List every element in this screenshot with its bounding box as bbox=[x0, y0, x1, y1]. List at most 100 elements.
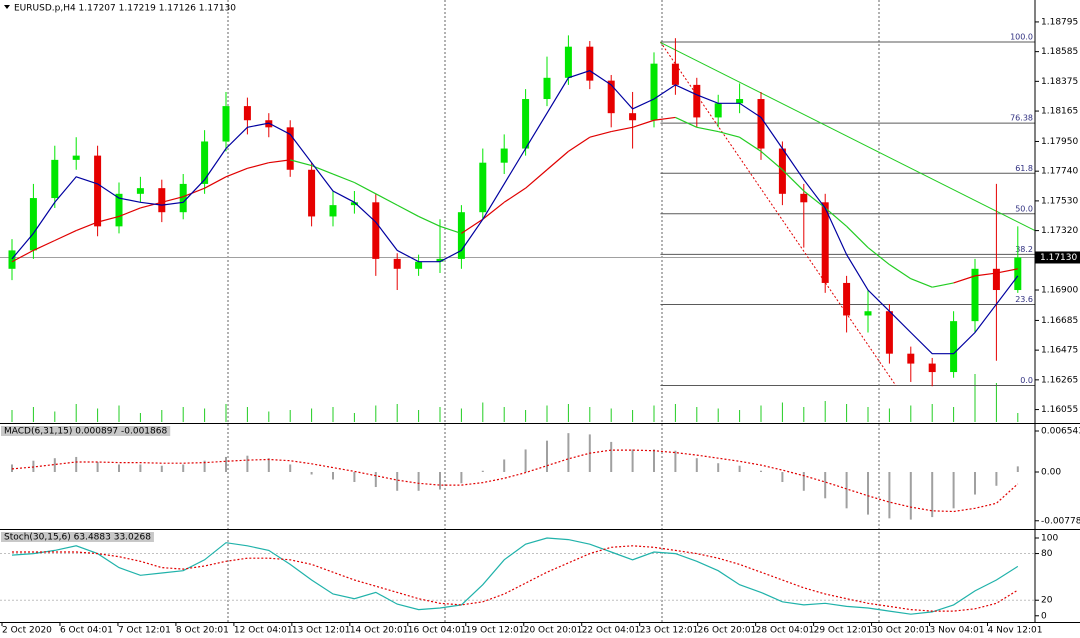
candle-body bbox=[436, 258, 444, 262]
y-tick-label: 1.18165 bbox=[1041, 107, 1078, 117]
x-tick-label: 3 Nov 04:01 bbox=[930, 626, 985, 636]
candle-body bbox=[179, 183, 187, 213]
candle-body bbox=[201, 141, 209, 184]
ma-slow-segment bbox=[54, 230, 77, 242]
ma-slow-segment bbox=[568, 136, 591, 152]
ma-slow-segment bbox=[525, 169, 548, 189]
fib-label: 76.38 bbox=[1010, 114, 1033, 123]
x-tick-label: 22 Oct 04:01 bbox=[582, 626, 641, 636]
indicator-label: MACD(6,31,15) 0.000897 -0.001868 bbox=[4, 427, 167, 437]
menu-arrow[interactable] bbox=[4, 5, 10, 9]
y-tick-label: 1.16900 bbox=[1041, 286, 1078, 296]
candle-body bbox=[821, 202, 829, 283]
y-tick-label: 1.18795 bbox=[1041, 17, 1078, 27]
candle-body bbox=[72, 155, 80, 160]
x-tick-label: 14 Oct 20:01 bbox=[350, 626, 409, 636]
x-tick-label: 16 Oct 04:01 bbox=[408, 626, 467, 636]
candle-body bbox=[864, 311, 872, 316]
ma-slow-segment bbox=[953, 275, 976, 284]
candle-body bbox=[607, 80, 615, 114]
x-tick-label: 23 Oct 12:01 bbox=[640, 626, 699, 636]
ma-slow-segment bbox=[803, 190, 826, 209]
ma-slow-segment bbox=[696, 126, 719, 133]
candle-body bbox=[51, 159, 59, 199]
ma-slow-segment bbox=[140, 201, 162, 209]
y-tick-label: 1.17950 bbox=[1041, 137, 1078, 147]
candle-body bbox=[500, 148, 508, 163]
ma-slow-segment bbox=[739, 136, 762, 152]
ma-slow-segment bbox=[11, 249, 34, 263]
ma-slow-segment bbox=[632, 119, 655, 128]
chart-layer: 1.18795 1.18585 1.18375 1.18165 1.17950 1.177… bbox=[0, 17, 1080, 636]
candle-body bbox=[778, 148, 786, 194]
ma-slow-segment bbox=[546, 150, 569, 171]
candle-body bbox=[329, 205, 337, 217]
y-tick-label: 20 bbox=[1041, 596, 1053, 606]
ma-slow-segment bbox=[461, 218, 484, 234]
fib-label: 0.0 bbox=[1020, 376, 1033, 385]
candle-body bbox=[522, 99, 530, 149]
ma-slow-segment bbox=[33, 239, 56, 251]
candle-body bbox=[586, 46, 594, 81]
x-tick-label: 6 Oct 04:01 bbox=[60, 626, 113, 636]
candle-body bbox=[736, 99, 744, 104]
x-tick-label: 29 Oct 12:01 bbox=[814, 626, 873, 636]
x-tick-label: 13 Oct 12:01 bbox=[292, 626, 351, 636]
ma-slow-segment bbox=[910, 278, 933, 288]
candle-body bbox=[29, 198, 37, 251]
x-tick-label: 28 Oct 04:01 bbox=[756, 626, 815, 636]
x-tick-label: 2 Oct 2020 bbox=[2, 626, 52, 636]
y-tick-label: 1.17320 bbox=[1041, 226, 1078, 236]
y-tick-label: 0.006543 bbox=[1041, 426, 1080, 436]
y-tick-label: 1.16685 bbox=[1041, 316, 1078, 326]
ma_fast-line bbox=[11, 70, 1019, 355]
fib-label: 50.0 bbox=[1015, 204, 1033, 213]
ma-slow-segment bbox=[867, 247, 890, 266]
x-tick-label: 4 Nov 12:01 bbox=[988, 626, 1043, 636]
ma-slow-segment bbox=[611, 126, 633, 133]
candle-body bbox=[393, 258, 401, 269]
ma-slow-segment bbox=[118, 207, 141, 218]
ma-slow-segment bbox=[418, 215, 441, 227]
ma-slow-segment bbox=[503, 187, 526, 203]
ma-slow-segment bbox=[996, 268, 1018, 274]
ma-slow-segment bbox=[675, 116, 698, 128]
candle-body bbox=[308, 169, 316, 217]
candle-body bbox=[671, 63, 679, 85]
candle-body bbox=[800, 193, 808, 203]
fib-label: 100.0 bbox=[1010, 33, 1033, 42]
candle-body bbox=[543, 77, 551, 100]
candle-body bbox=[158, 188, 166, 213]
ma-slow-segment bbox=[204, 176, 227, 189]
indicator-label-bg bbox=[1, 426, 171, 436]
y-tick-label: 0 bbox=[1041, 611, 1047, 621]
candle-body bbox=[222, 106, 230, 142]
indicator-label-bg bbox=[1, 532, 154, 542]
symbol-header: EURUSD.p,H4 1.17207 1.17219 1.17126 1.17… bbox=[14, 4, 236, 14]
candle-body bbox=[950, 321, 958, 373]
ma-slow-segment bbox=[781, 169, 805, 192]
candle-body bbox=[714, 103, 722, 118]
candle-body bbox=[907, 353, 915, 364]
y-tick-label: 1.17740 bbox=[1041, 167, 1078, 177]
x-tick-label: 30 Oct 20:01 bbox=[872, 626, 931, 636]
fib-label: 23.6 bbox=[1015, 295, 1033, 304]
ma-slow-segment bbox=[846, 225, 869, 249]
candle-body bbox=[629, 113, 637, 121]
ma-slow-segment bbox=[375, 193, 398, 206]
ma-slow-segment bbox=[889, 264, 912, 280]
candle-body bbox=[94, 155, 102, 227]
x-tick-label: 8 Oct 20:01 bbox=[176, 626, 229, 636]
candle-body bbox=[286, 127, 294, 170]
ma-slow-segment bbox=[824, 207, 847, 227]
candle-body bbox=[971, 268, 979, 322]
trendline bbox=[660, 41, 1036, 232]
ma-slow-segment bbox=[268, 159, 291, 164]
ma-slow-segment bbox=[482, 201, 505, 220]
candle-body bbox=[415, 261, 423, 269]
y-tick-label: 0.00 bbox=[1041, 467, 1061, 477]
ma-slow-segment bbox=[225, 167, 248, 178]
candle-body bbox=[928, 363, 936, 373]
y-tick-label: 1.16055 bbox=[1041, 405, 1078, 415]
